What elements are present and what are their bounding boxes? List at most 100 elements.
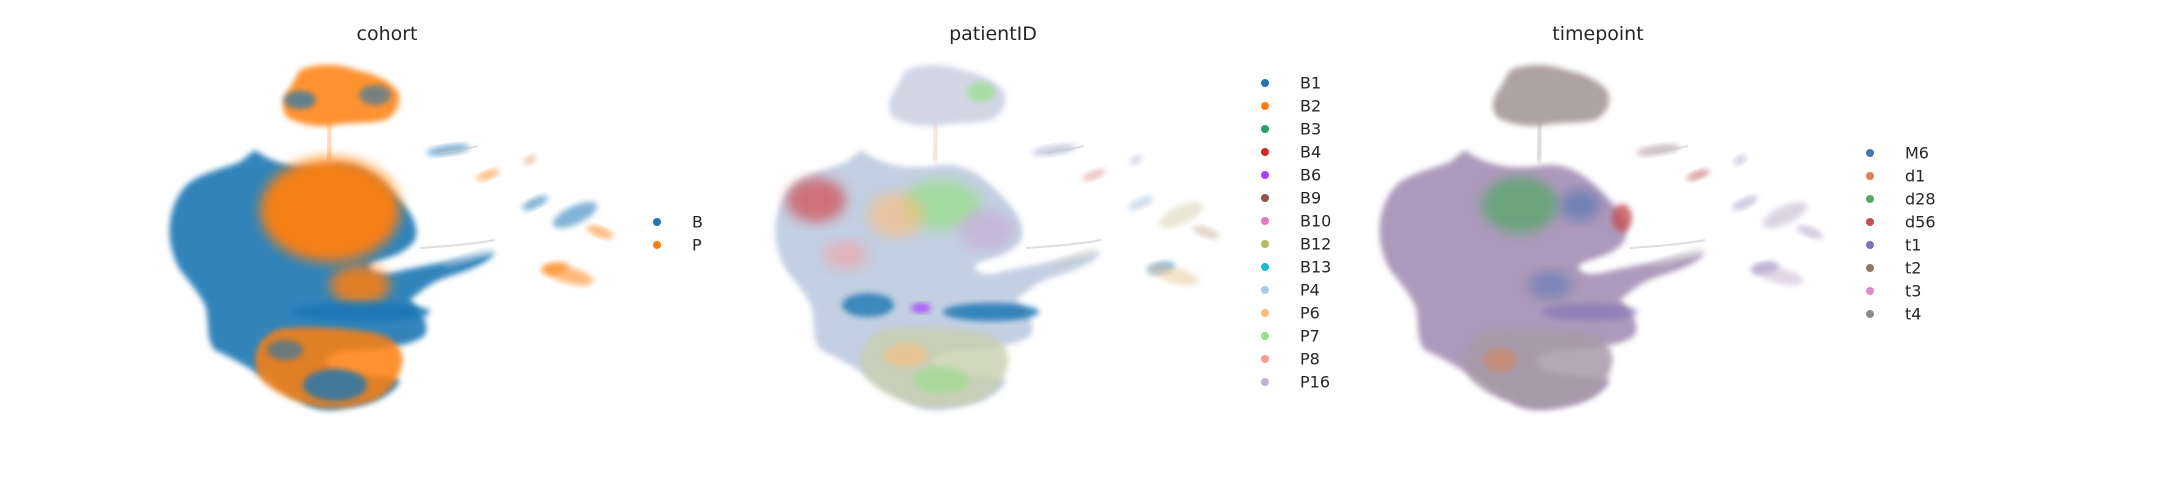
legend-marker-b6 xyxy=(1261,171,1269,179)
legend-label-b: B xyxy=(692,213,703,232)
legend-marker-t2 xyxy=(1866,264,1874,272)
legend-marker-m6 xyxy=(1866,149,1874,157)
satellite-cluster xyxy=(1686,169,1710,181)
cloud-top xyxy=(282,65,400,127)
panel-title: patientID xyxy=(949,23,1037,45)
cloud-blue-mid xyxy=(1528,271,1572,299)
cloud-bottom-b xyxy=(303,369,367,401)
cloud-p-main xyxy=(260,158,400,262)
legend-label-b3: B3 xyxy=(1300,120,1321,139)
legend-marker-p8 xyxy=(1261,355,1269,363)
cloud-band xyxy=(1542,303,1638,321)
satellite-cluster xyxy=(1148,264,1200,286)
legend-marker-b3 xyxy=(1261,125,1269,133)
legend-label-m6: M6 xyxy=(1905,144,1929,163)
cloud-top-b xyxy=(284,91,316,109)
cloud-purple-dot xyxy=(911,303,931,313)
legend: B1 B2 B3 B4 B6 B9 B10 B12 B13 P4 P6 P7 P8 P16 xyxy=(1261,74,1331,392)
cloud-bottom xyxy=(1465,327,1613,408)
cloud-base xyxy=(775,150,1101,410)
legend-label-d28: d28 xyxy=(1905,190,1936,209)
legend-label-d56: d56 xyxy=(1905,213,1936,232)
satellite-cluster xyxy=(1158,201,1204,229)
legend-marker-t4 xyxy=(1866,310,1874,318)
satellite-cluster xyxy=(1752,264,1804,286)
cloud-green xyxy=(1482,177,1558,233)
cloud-bottom-green xyxy=(913,366,969,394)
satellite-cluster xyxy=(522,195,548,211)
legend-label-d1: d1 xyxy=(1905,167,1925,186)
legend-label-t1: t1 xyxy=(1905,236,1921,255)
legend-marker-t3 xyxy=(1866,287,1874,295)
legend-label-p: P xyxy=(692,236,702,255)
legend-marker-d56 xyxy=(1866,218,1874,226)
satellite-cluster xyxy=(426,144,470,156)
legend-marker-b12 xyxy=(1261,240,1269,248)
cloud-top-green xyxy=(967,82,995,102)
cloud-top xyxy=(1492,65,1610,127)
legend-label-b1: B1 xyxy=(1300,74,1321,93)
legend-label-t3: t3 xyxy=(1905,282,1921,301)
legend-label-b12: B12 xyxy=(1300,235,1331,254)
legend-label-b6: B6 xyxy=(1300,166,1321,185)
satellite-cluster xyxy=(1732,195,1758,211)
panel-title: timepoint xyxy=(1552,23,1643,45)
legend-label-b9: B9 xyxy=(1300,189,1321,208)
satellite-cluster xyxy=(586,225,614,239)
cloud-band-blue xyxy=(943,303,1039,321)
legend-marker-d28 xyxy=(1866,195,1874,203)
legend-label-p16: P16 xyxy=(1300,373,1330,392)
legend-marker-b2 xyxy=(1261,102,1269,110)
satellite-cluster xyxy=(1653,249,1703,267)
legend-marker-p16 xyxy=(1261,378,1269,386)
legend-label-t2: t2 xyxy=(1905,259,1921,278)
satellite-cluster xyxy=(1796,225,1824,239)
legend-marker-p xyxy=(653,241,661,249)
cloud-red xyxy=(1612,204,1632,232)
cloud-bottom-b2 xyxy=(267,340,303,360)
cloud-peach xyxy=(868,193,924,237)
panel-title: cohort xyxy=(357,23,418,45)
legend-label-b4: B4 xyxy=(1300,143,1321,162)
legend-label-b2: B2 xyxy=(1300,97,1321,116)
legend-label-p6: P6 xyxy=(1300,304,1320,323)
panel-patientid: patientID B1 B2 B3 B4 B6 B9 B10 B12 B13 P4 P6 P7 P8 P1… xyxy=(775,23,1331,410)
satellite-cluster xyxy=(1082,169,1106,181)
legend-marker-b4 xyxy=(1261,148,1269,156)
satellite-cluster xyxy=(542,264,594,286)
cloud-bottom-orange xyxy=(1484,348,1516,372)
legend-marker-b13 xyxy=(1261,263,1269,271)
satellite-cluster xyxy=(552,201,598,229)
legend-marker-p7 xyxy=(1261,332,1269,340)
legend-label-b10: B10 xyxy=(1300,212,1331,231)
satellite-cluster xyxy=(476,169,500,181)
satellite-cluster xyxy=(1128,195,1154,211)
panel-timepoint: timepoint M6 d1 d28 d56 t1 t2 t3 t4 xyxy=(1379,23,1936,410)
satellite-cluster xyxy=(1129,155,1143,165)
cloud-bottom-peach xyxy=(884,343,928,367)
cloud-top xyxy=(888,65,1006,127)
legend-label-p8: P8 xyxy=(1300,350,1320,369)
legend-marker-p6 xyxy=(1261,309,1269,317)
satellite-cluster xyxy=(443,249,493,267)
legend-marker-t1 xyxy=(1866,241,1874,249)
panel-cohort: cohort BP xyxy=(169,23,703,410)
satellite-cluster xyxy=(1032,144,1076,156)
legend-marker-d1 xyxy=(1866,172,1874,180)
cloud-blue xyxy=(1560,189,1600,221)
satellite-cluster xyxy=(1049,249,1099,267)
cloud-blue-left xyxy=(842,293,894,317)
satellite-cluster xyxy=(523,155,537,165)
legend-label-p4: P4 xyxy=(1300,281,1320,300)
cloud-top-b2 xyxy=(359,85,391,105)
cloud-p-mid xyxy=(330,265,390,305)
legend-label-p7: P7 xyxy=(1300,327,1320,346)
cloud-lavender xyxy=(958,210,1014,250)
legend: M6 d1 d28 d56 t1 t2 t3 t4 xyxy=(1866,144,1936,324)
cloud-red xyxy=(786,178,846,222)
cloud-pink xyxy=(824,241,868,269)
legend-label-b13: B13 xyxy=(1300,258,1331,277)
legend-marker-b1 xyxy=(1261,79,1269,87)
satellite-cluster xyxy=(1192,225,1220,239)
